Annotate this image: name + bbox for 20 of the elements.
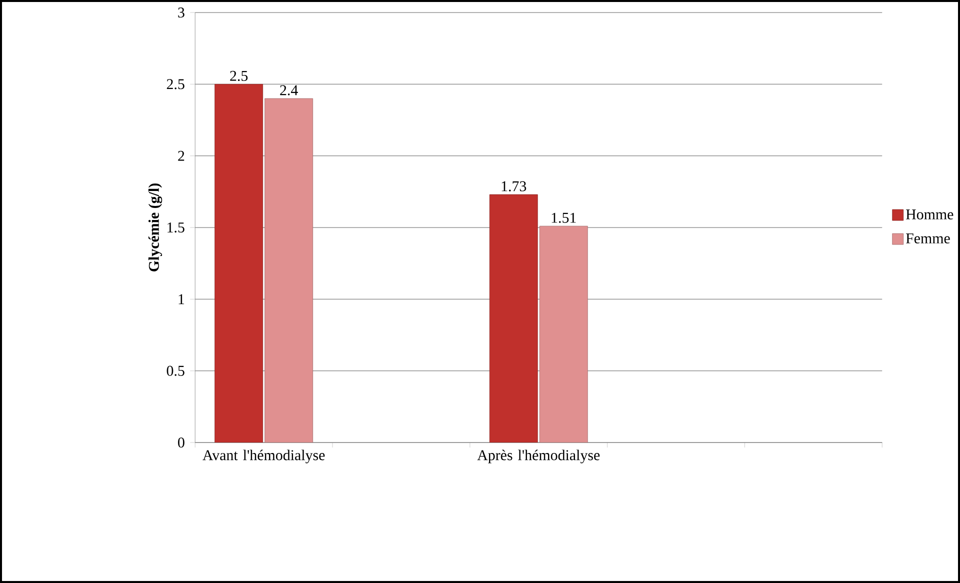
y-tick-label: 0.5 [166,366,184,376]
y-tick-label: 1 [178,294,184,304]
legend-label: Homme [906,210,954,220]
bar [214,84,264,443]
bar [539,226,588,443]
x-tick-label: Après l'hémodialyse [477,450,600,464]
y-tick-label: 3 [178,8,184,18]
y-tick-label: 0 [178,437,184,448]
data-label: 2.5 [230,70,248,81]
data-label: 2.4 [280,85,298,96]
x-tick-label: Avant l'hémodialyse [202,450,325,464]
data-label: 1.51 [552,212,576,223]
y-tick-label: 1.5 [168,222,184,233]
legend-label: Femme [906,234,950,244]
y-axis-title: Glycémie (g/l) [148,184,162,272]
bar [264,98,314,443]
y-tick-label: 2.5 [166,79,184,90]
y-tick-label: 2 [178,150,184,161]
data-label: 1.73 [502,181,526,192]
bar [489,194,538,443]
